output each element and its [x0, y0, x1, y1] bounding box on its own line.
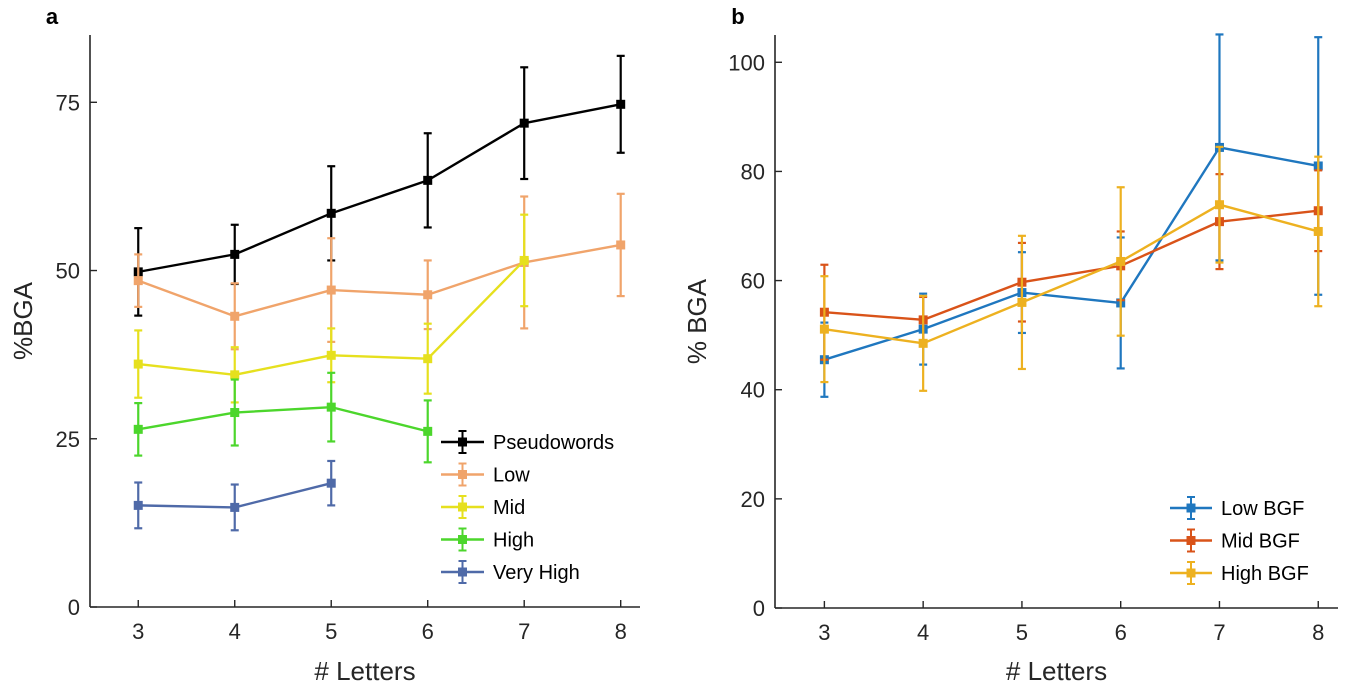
- x-tick-label: 7: [518, 619, 530, 644]
- legend-label: High BGF: [1221, 563, 1309, 585]
- data-point: [423, 175, 433, 185]
- legend-swatch-marker: [458, 535, 467, 544]
- x-tick-label: 5: [1016, 620, 1028, 645]
- legend-swatch-marker: [1186, 568, 1196, 578]
- data-point: [519, 118, 529, 128]
- x-tick-label: 3: [818, 620, 830, 645]
- y-tick-label: 75: [56, 90, 80, 115]
- legend-label: Mid: [493, 497, 525, 519]
- legend-swatch-marker: [458, 437, 467, 447]
- y-tick-label: 60: [741, 269, 765, 294]
- x-tick-label: 7: [1213, 620, 1225, 645]
- data-point: [423, 290, 433, 300]
- legend-label: High: [493, 530, 534, 552]
- data-point: [616, 99, 626, 109]
- series-line: [138, 103, 621, 274]
- y-tick-label: 80: [741, 159, 765, 184]
- series-pseudowords: [133, 54, 626, 317]
- data-point: [819, 324, 829, 334]
- x-tick-label: 6: [422, 619, 434, 644]
- panel-a: 3 4 5 6 7 8 0 25 50 75 # Letters %BGA a Pseudowords Lo…: [8, 4, 640, 686]
- data-point: [326, 402, 336, 412]
- data-point: [133, 424, 143, 434]
- series-high: [133, 371, 433, 464]
- legend: Low BGF Mid BGF High BGF: [1170, 496, 1309, 585]
- data-point: [423, 426, 433, 436]
- x-tick-label: 6: [1115, 620, 1127, 645]
- legend-label: Pseudowords: [493, 432, 614, 454]
- data-point: [616, 240, 626, 250]
- data-point: [519, 255, 529, 265]
- data-point: [230, 249, 240, 259]
- data-point: [230, 408, 240, 418]
- x-tick-label: 8: [615, 619, 627, 644]
- series-low: [133, 192, 626, 351]
- data-point: [230, 502, 240, 512]
- data-point: [230, 311, 240, 321]
- legend-swatch-marker: [458, 567, 467, 577]
- legend-label: Low BGF: [1221, 498, 1304, 520]
- data-point: [326, 285, 336, 295]
- legend-swatch-marker: [1186, 536, 1196, 545]
- data-point: [133, 276, 143, 286]
- series-line: [824, 209, 1319, 322]
- data-point: [326, 478, 336, 488]
- legend-swatch-marker: [458, 470, 467, 479]
- series-mid-bgf: [819, 169, 1323, 361]
- data-point: [133, 359, 143, 369]
- y-tick-label: 25: [56, 427, 80, 452]
- data-point: [326, 208, 336, 218]
- y-tick-label: 100: [728, 50, 765, 75]
- series-low-bgf: [819, 33, 1323, 398]
- x-axis-title: # Letters: [1006, 656, 1107, 686]
- legend-swatch-marker: [458, 502, 467, 512]
- y-axis-title: %BGA: [8, 281, 38, 360]
- data-point: [1313, 226, 1323, 236]
- x-tick-label: 4: [229, 619, 241, 644]
- x-axis-title: # Letters: [314, 656, 415, 686]
- y-tick-label: 0: [68, 595, 80, 620]
- y-tick-label: 20: [741, 487, 765, 512]
- series-mid: [133, 213, 529, 404]
- legend-label: Low: [493, 465, 530, 487]
- data-point: [423, 354, 433, 364]
- series-line: [138, 405, 429, 433]
- y-axis-title: % BGA: [682, 278, 712, 364]
- x-tick-label: 5: [325, 619, 337, 644]
- y-tick-label: 40: [741, 378, 765, 403]
- series-high-bgf: [819, 145, 1323, 392]
- data-point: [1214, 200, 1224, 210]
- x-tick-label: 4: [917, 620, 929, 645]
- data-point: [230, 370, 240, 380]
- data-point: [1116, 256, 1126, 266]
- series-very-high: [133, 459, 336, 532]
- legend-swatch-marker: [1186, 503, 1196, 513]
- y-tick-label: 0: [753, 596, 765, 621]
- series-line: [137, 243, 621, 318]
- series-line: [824, 203, 1319, 345]
- x-tick-label: 3: [132, 619, 144, 644]
- x-tick-label: 8: [1312, 620, 1324, 645]
- legend-label: Mid BGF: [1221, 531, 1300, 553]
- panel-label: b: [731, 4, 744, 29]
- legend: Pseudowords Low Mid High Very High: [441, 430, 614, 584]
- panel-label: a: [46, 4, 59, 29]
- data-point: [918, 338, 928, 348]
- series-line: [824, 146, 1319, 361]
- data-point: [326, 350, 336, 360]
- data-point: [1017, 297, 1027, 307]
- data-point: [133, 500, 143, 510]
- legend-label: Very High: [493, 562, 580, 584]
- y-tick-label: 50: [56, 259, 80, 284]
